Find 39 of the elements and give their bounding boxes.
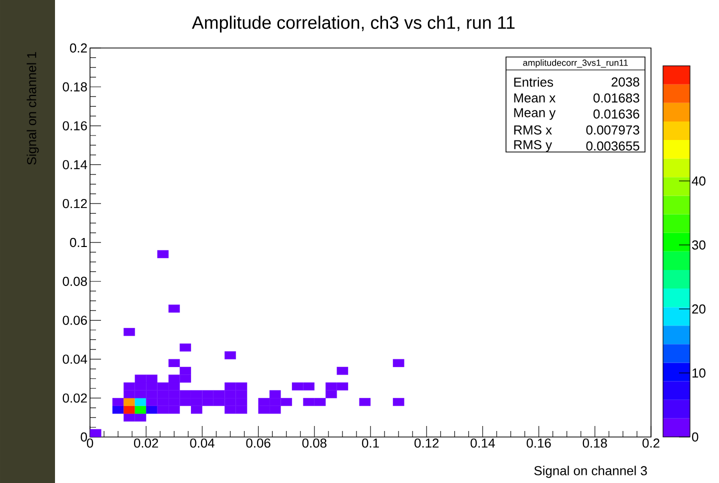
annotation: 0.007973 [586,125,640,135]
y-tick-label: 0.12 [62,199,87,208]
x-tick-label: 0.2 [642,438,660,448]
annotation: Mean y [514,108,556,120]
annotation: Mean x [514,93,556,103]
annotation: Entries [514,77,554,87]
y-tick-label: 0.2 [70,43,87,53]
annotation: 0.003655 [586,141,640,151]
x-tick-label: 0.16 [526,438,551,448]
y-tick-label: 0.02 [62,394,87,403]
annotation: amplitudecorr_3vs1_run11 [523,59,628,68]
x-tick-label: 0 [86,438,94,448]
x-tick-label: 0.1 [362,438,379,448]
x-tick-label: 0.14 [470,438,495,448]
y-tick-label: 0.18 [62,82,87,92]
annotation: 2038 [612,77,640,87]
y-tick-label: 0.08 [62,276,87,286]
color-bar-label: 20 [692,304,706,314]
annotation: 0.01636 [593,109,640,119]
y-tick-label: 0.1 [70,238,87,248]
x-axis-title: Signal on channel 3 [534,466,647,478]
chart-title: Amplitude correlation, ch3 vs ch1, run 11 [192,16,515,32]
y-tick-label: 0.14 [62,160,88,170]
x-tick-label: 0.06 [246,438,270,448]
color-bar-label: 10 [692,368,706,378]
x-tick-label: 0.08 [302,438,326,448]
x-tick-label: 0.18 [582,438,607,448]
color-bar-label: 40 [692,176,706,186]
y-tick-label: 0.06 [62,316,87,325]
y-tick-label: 0.16 [62,121,87,130]
annotation: RMS y [514,140,552,152]
color-bar-label: 30 [692,240,706,250]
annotation: RMS x [514,125,552,135]
y-axis-title: Signal on channel 1 [26,52,39,165]
x-tick-label: 0.04 [190,438,214,448]
y-tick-label: 0.04 [62,354,88,364]
x-tick-label: 0.12 [414,438,439,448]
x-tick-label: 0.02 [134,438,158,448]
annotation: 0.01683 [593,93,640,103]
